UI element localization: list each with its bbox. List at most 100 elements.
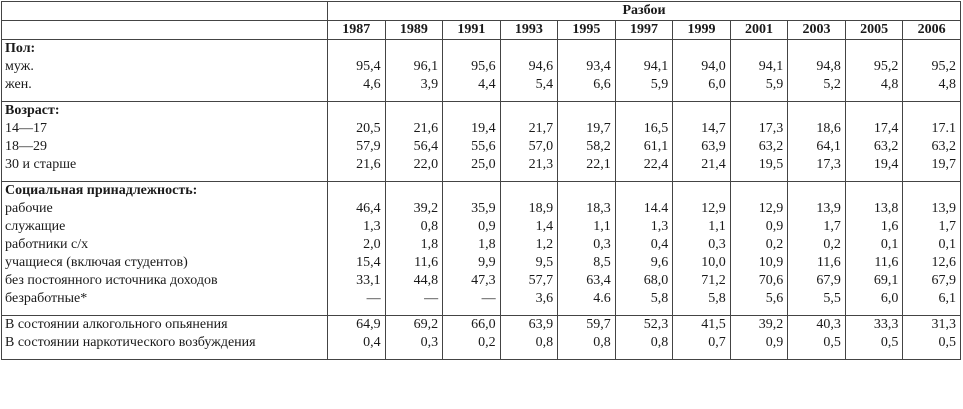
value-cell: 4.6 xyxy=(557,290,616,308)
table-row: жен. 4,6 3,9 4,4 5,4 6,6 5,9 6,0 5,9 5,2 4,8 4,8 xyxy=(0,76,961,94)
value-cell: 11,6 xyxy=(844,254,903,272)
value-cell: — xyxy=(442,290,501,308)
value-cell: 31,3 xyxy=(902,315,961,334)
value-cell: 47,3 xyxy=(442,272,501,290)
value-cell: 1,6 xyxy=(844,218,903,236)
table-row: безработные* — — —3,6 4.6 5,8 5,8 5,6 5,5 6,0 6,1 xyxy=(0,290,961,308)
value-cell: 17,4 xyxy=(844,120,903,138)
row-label: рабочие xyxy=(0,200,328,218)
value-cell: 67,9 xyxy=(902,272,961,290)
table-body: Разбои 1987 1989 1991 1993 1995 1997 1999 2001 2… xyxy=(0,1,961,360)
row-label: безработные* xyxy=(0,290,328,308)
value-cell: 33,3 xyxy=(844,315,903,334)
value-cell: 59,7 xyxy=(557,315,616,334)
section-title: Пол: xyxy=(0,39,328,58)
value-cell: 63,2 xyxy=(844,138,903,156)
value-cell: 0,8 xyxy=(384,218,443,236)
value-cell: 22,4 xyxy=(614,156,673,174)
value-cell: 68,0 xyxy=(614,272,673,290)
robbery-statistics-table: Разбои 1987 1989 1991 1993 1995 1997 1999 2001 2… xyxy=(0,1,961,360)
value-cell: 0,1 xyxy=(902,236,961,254)
value-cell: 94,0 xyxy=(672,58,731,76)
value-cell: 15,4 xyxy=(327,254,386,272)
value-cell: 44,8 xyxy=(384,272,443,290)
value-cell: 5,8 xyxy=(614,290,673,308)
value-cell: 57,0 xyxy=(499,138,558,156)
value-cell: 9,5 xyxy=(499,254,558,272)
value-cell: 19,7 xyxy=(557,120,616,138)
value-cell: 21,4 xyxy=(672,156,731,174)
value-cell: 5,9 xyxy=(614,76,673,94)
table-row: 14—17 20,5 21,6 19,4 21,7 19,7 16,5 14,7 17,3 18,… xyxy=(0,120,961,138)
value-cell: 0,3 xyxy=(672,236,731,254)
value-cell: 55,6 xyxy=(442,138,501,156)
value-cell: 17,3 xyxy=(787,156,846,174)
value-cell: 1,7 xyxy=(902,218,961,236)
value-cell: 58,2 xyxy=(557,138,616,156)
value-cell: 0,3 xyxy=(557,236,616,254)
value-cell: 52,3 xyxy=(614,315,673,334)
value-cell: 64,1 xyxy=(787,138,846,156)
value-cell: 63,9 xyxy=(499,315,558,334)
value-cell: 22,1 xyxy=(557,156,616,174)
corner-cell xyxy=(0,20,328,40)
year-header: 1989 xyxy=(384,20,443,40)
value-cell: 12,6 xyxy=(902,254,961,272)
value-cell: 61,1 xyxy=(614,138,673,156)
section-title-row: Пол: xyxy=(0,39,961,58)
value-cell: 11,6 xyxy=(787,254,846,272)
value-cell: 0,9 xyxy=(442,218,501,236)
value-cell: 0,5 xyxy=(787,334,846,352)
table-row: учащиеся (включая студентов) 15,4 11,6 9,9 9… xyxy=(0,254,961,272)
value-cell: 67,9 xyxy=(787,272,846,290)
value-cell: 19,5 xyxy=(729,156,788,174)
value-cell: 20,5 xyxy=(327,120,386,138)
value-cell: 6,0 xyxy=(844,290,903,308)
row-label: жен. xyxy=(0,76,328,94)
value-cell: 1,4 xyxy=(499,218,558,236)
value-cell: 0,4 xyxy=(327,334,386,352)
value-cell: 64,9 xyxy=(327,315,386,334)
value-cell: 5,4 xyxy=(499,76,558,94)
value-cell: — xyxy=(384,290,443,308)
spacer-row xyxy=(0,352,961,360)
value-cell: 39,2 xyxy=(729,315,788,334)
year-header-row: 1987 1989 1991 1993 1995 1997 1999 2001 2003 2005… xyxy=(0,20,961,40)
value-cell: 17,3 xyxy=(729,120,788,138)
value-cell: 96,1 xyxy=(384,58,443,76)
value-cell: 41,5 xyxy=(672,315,731,334)
row-label: учащиеся (включая студентов) xyxy=(0,254,328,272)
value-cell: 69,2 xyxy=(384,315,443,334)
value-cell: — xyxy=(327,290,386,308)
value-cell: 71,2 xyxy=(672,272,731,290)
table-row: служащие 1,3 0,8 0,9 1,4 1,1 1,3 1,1 0,9 1,7 1,6 1,… xyxy=(0,218,961,236)
year-header: 2003 xyxy=(787,20,846,40)
value-cell: 0,8 xyxy=(614,334,673,352)
value-cell: 95,2 xyxy=(844,58,903,76)
row-label: 30 и старше xyxy=(0,156,328,174)
value-cell: 0,1 xyxy=(844,236,903,254)
value-cell: 0,2 xyxy=(787,236,846,254)
value-cell: 5,2 xyxy=(787,76,846,94)
value-cell: 4,8 xyxy=(844,76,903,94)
value-cell: 1,8 xyxy=(442,236,501,254)
row-label: 18—29 xyxy=(0,138,328,156)
value-cell: 1,8 xyxy=(384,236,443,254)
value-cell: 95,4 xyxy=(327,58,386,76)
value-cell: 21,3 xyxy=(499,156,558,174)
value-cell: 0,5 xyxy=(902,334,961,352)
value-cell: 1,2 xyxy=(499,236,558,254)
value-cell: 2,0 xyxy=(327,236,386,254)
year-header: 2001 xyxy=(729,20,788,40)
value-cell: 16,5 xyxy=(614,120,673,138)
value-cell: 1,1 xyxy=(557,218,616,236)
table-row: муж. 95,4 96,1 95,6 94,6 93,4 94,1 94,0 94,1 94,8… xyxy=(0,58,961,76)
year-header: 1987 xyxy=(327,20,386,40)
value-cell: 19,7 xyxy=(902,156,961,174)
spacer-row xyxy=(0,94,961,102)
table-row: рабочие 46,4 39,2 35,9 18,9 18,3 14.4 12,9 12,9 1… xyxy=(0,200,961,218)
value-cell: 57,9 xyxy=(327,138,386,156)
row-label: В состоянии алкогольного опьянения xyxy=(0,315,328,334)
value-cell: 22,0 xyxy=(384,156,443,174)
value-cell: 6,0 xyxy=(672,76,731,94)
